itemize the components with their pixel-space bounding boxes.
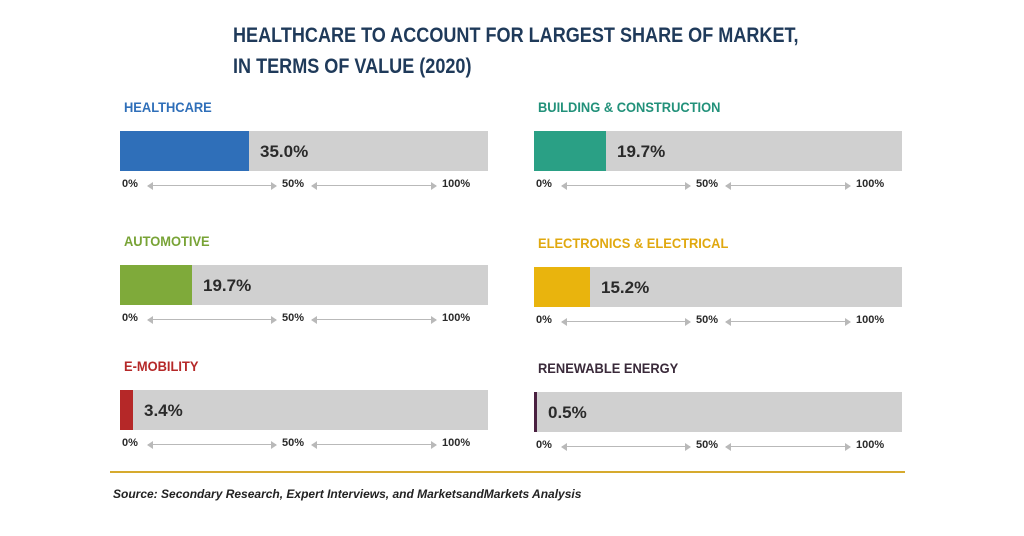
bar-electronics-and-electrical [534,267,590,307]
double-arrow-icon [725,443,851,451]
category-label-e-mobility: E-MOBILITY [124,358,199,374]
tick-label: 0% [536,439,552,451]
axis-automotive: 0% 50% 100% [120,311,488,327]
panel-automotive: AUTOMOTIVE 19.7% 0% 50% 100% [120,233,490,343]
bar-automotive [120,265,192,305]
double-arrow-icon [311,182,437,190]
tick-label: 100% [856,314,885,326]
category-label-healthcare: HEALTHCARE [124,99,212,115]
tick-label: 100% [856,439,885,451]
value-label-renewable-energy: 0.5% [548,403,587,422]
bar-healthcare [120,131,249,171]
double-arrow-icon [561,182,691,190]
axis-renewable-energy: 0% 50% 100% [534,438,902,454]
tick-label: 0% [536,314,552,326]
tick-label: 50% [696,178,719,190]
double-arrow-icon [311,441,437,449]
axis-healthcare: 0% 50% 100% [120,177,488,193]
tick-label: 100% [442,437,471,449]
bar-track-electronics-and-electrical: 15.2% [534,267,902,307]
double-arrow-icon [311,316,437,324]
value-label-building-and-construction: 19.7% [617,142,666,161]
source-note: Source: Secondary Research, Expert Inter… [113,487,582,501]
bar-track-building-and-construction: 19.7% [534,131,902,171]
panel-e-mobility: E-MOBILITY 3.4% 0% 50% 100% [120,358,490,468]
value-label-e-mobility: 3.4% [144,401,183,420]
double-arrow-icon [147,441,277,449]
footer-divider [110,471,905,473]
bar-renewable-energy [534,392,537,432]
tick-label: 50% [696,439,719,451]
panel-building-and-construction: BUILDING & CONSTRUCTION 19.7% 0% 50% 100% [534,99,904,209]
tick-label: 100% [442,312,471,324]
category-label-electronics-and-electrical: ELECTRONICS & ELECTRICAL [538,235,729,251]
bar-track-e-mobility: 3.4% [120,390,488,430]
double-arrow-icon [561,443,691,451]
bar-track-automotive: 19.7% [120,265,488,305]
tick-label: 0% [122,178,138,190]
tick-label: 50% [282,178,305,190]
tick-label: 100% [856,178,885,190]
category-label-automotive: AUTOMOTIVE [124,233,210,249]
double-arrow-icon [725,318,851,326]
double-arrow-icon [725,182,851,190]
double-arrow-icon [147,316,277,324]
chart-title-line-1: HEALTHCARE TO ACCOUNT FOR LARGEST SHARE … [233,24,799,47]
double-arrow-icon [147,182,277,190]
axis-electronics-and-electrical: 0% 50% 100% [534,313,902,329]
tick-label: 0% [122,437,138,449]
tick-label: 50% [696,314,719,326]
value-label-healthcare: 35.0% [260,142,309,161]
category-label-building-and-construction: BUILDING & CONSTRUCTION [538,99,721,115]
bar-track-healthcare: 35.0% [120,131,488,171]
tick-label: 50% [282,437,305,449]
value-label-automotive: 19.7% [203,276,252,295]
tick-label: 50% [282,312,305,324]
bar-track-renewable-energy: 0.5% [534,392,902,432]
tick-label: 100% [442,178,471,190]
double-arrow-icon [561,318,691,326]
axis-building-and-construction: 0% 50% 100% [534,177,902,193]
panel-healthcare: HEALTHCARE 35.0% 0% 50% 100% [120,99,490,209]
tick-label: 0% [536,178,552,190]
panel-electronics-and-electrical: ELECTRONICS & ELECTRICAL 15.2% 0% 50% 100% [534,235,904,345]
tick-label: 0% [122,312,138,324]
value-label-electronics-and-electrical: 15.2% [601,278,650,297]
chart-title-line-2: IN TERMS OF VALUE (2020) [233,55,472,78]
bar-building-and-construction [534,131,606,171]
panel-renewable-energy: RENEWABLE ENERGY 0.5% 0% 50% 100% [534,360,904,470]
bar-e-mobility [120,390,133,430]
axis-e-mobility: 0% 50% 100% [120,436,488,452]
chart-title: HEALTHCARE TO ACCOUNT FOR LARGEST SHARE … [233,20,799,82]
category-label-renewable-energy: RENEWABLE ENERGY [538,360,679,376]
